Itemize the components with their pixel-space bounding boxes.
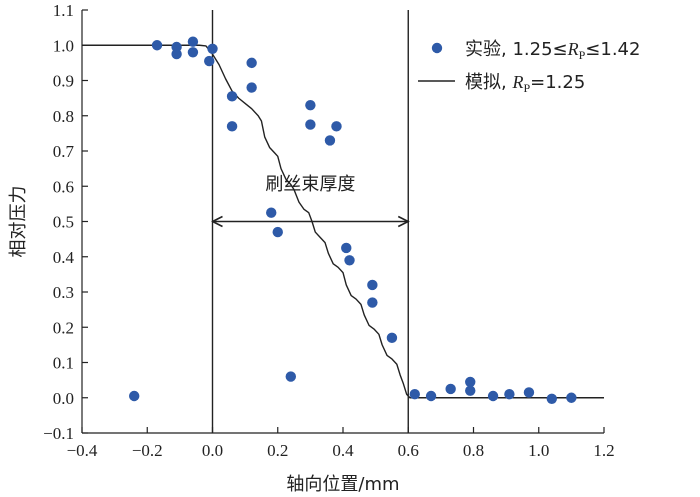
data-point — [409, 389, 420, 400]
x-tick-label: 1.2 — [593, 441, 614, 460]
legend-marker-experiment — [431, 42, 443, 54]
data-point — [386, 332, 398, 344]
legend-prefix: 模拟, — [465, 72, 512, 93]
x-tick-label: 0.4 — [332, 441, 354, 460]
data-point — [226, 91, 238, 102]
y-tick-label: 0.4 — [53, 248, 75, 267]
x-axis-title: 轴向位置/mm — [286, 474, 399, 495]
legend-label-simulation: 模拟, RP=1.25 — [465, 72, 585, 95]
legend-var: R — [511, 72, 523, 92]
x-tick-label: 1.0 — [528, 441, 549, 460]
data-point — [487, 390, 499, 402]
legend-suffix: ≤1.42 — [585, 39, 640, 60]
experiment-series — [129, 36, 577, 405]
data-point — [546, 393, 557, 405]
legend-sub: P — [523, 81, 530, 95]
data-point — [187, 47, 199, 58]
x-tick-label: 0.8 — [463, 441, 484, 460]
data-point — [204, 55, 215, 67]
y-tick-label: 0.8 — [53, 107, 74, 126]
data-point — [367, 297, 378, 308]
data-point — [226, 121, 238, 132]
thickness-annotation: 刷丝束厚度 — [213, 174, 409, 222]
x-ticks: −0.4 −0.2 0.0 0.2 0.4 0.6 0.8 1.0 1.2 — [67, 427, 615, 460]
data-point — [285, 371, 296, 382]
legend-var: R — [567, 39, 579, 59]
data-point — [566, 392, 577, 403]
x-tick-label: 0.6 — [398, 441, 419, 460]
data-point — [425, 390, 437, 402]
y-tick-label: −0.1 — [43, 424, 74, 443]
y-tick-label: 0.5 — [53, 213, 74, 232]
legend-sub: P — [579, 48, 586, 62]
x-tick-label: 0.2 — [267, 441, 288, 460]
y-tick-label: 0.2 — [53, 318, 74, 337]
x-tick-label: −0.2 — [132, 441, 163, 460]
data-point — [331, 121, 342, 132]
y-tick-label: 0.6 — [53, 177, 74, 196]
y-axis-title: 相对压力 — [8, 186, 29, 258]
x-tick-label: −0.4 — [67, 441, 98, 460]
data-point — [246, 82, 257, 93]
data-point — [151, 40, 163, 51]
thickness-label: 刷丝束厚度 — [265, 174, 355, 195]
data-point — [504, 389, 515, 400]
data-point — [324, 135, 336, 146]
data-point — [465, 385, 476, 396]
data-point — [129, 390, 140, 402]
y-tick-label: 1.1 — [53, 1, 74, 20]
legend-prefix: 实验, 1.25≤ — [465, 39, 568, 60]
data-point — [367, 279, 378, 291]
data-point — [171, 48, 182, 60]
data-point — [341, 242, 352, 254]
legend-suffix: =1.25 — [530, 72, 585, 93]
x-tick-label: 0.0 — [202, 441, 223, 460]
y-tick-label: 0.0 — [53, 389, 74, 408]
data-point — [305, 99, 316, 111]
y-tick-label: 0.9 — [53, 72, 74, 91]
y-tick-label: 0.7 — [53, 142, 75, 161]
y-tick-label: 1.0 — [53, 36, 74, 55]
data-point — [465, 376, 476, 388]
data-point — [344, 255, 355, 266]
data-point — [266, 207, 277, 218]
data-point — [246, 57, 257, 69]
y-ticks: −0.1 0.0 0.1 0.2 0.3 0.4 0.5 0.6 0.7 0.8 0.9 1.0 1.1 — [43, 1, 88, 443]
data-point — [187, 36, 199, 47]
y-tick-label: 0.1 — [53, 354, 74, 373]
data-point — [305, 119, 316, 130]
data-point — [445, 383, 456, 395]
data-point — [272, 226, 283, 238]
y-tick-label: 0.3 — [53, 283, 74, 302]
legend-label-experiment: 实验, 1.25≤RP≤1.42 — [465, 39, 640, 62]
data-point — [207, 43, 218, 54]
legend: 实验, 1.25≤RP≤1.42 模拟, RP=1.25 — [418, 39, 640, 95]
data-point — [523, 387, 535, 398]
